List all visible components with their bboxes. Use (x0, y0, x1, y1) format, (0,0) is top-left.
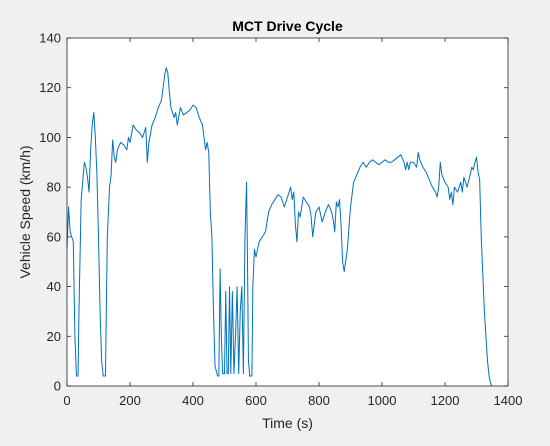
y-tick-label: 60 (47, 229, 61, 244)
y-tick-label: 40 (47, 279, 61, 294)
y-tick-label: 20 (47, 329, 61, 344)
x-tick-label: 0 (63, 393, 70, 408)
y-tick-label: 120 (39, 80, 61, 95)
axes-frame (66, 37, 509, 387)
x-tick-label: 800 (308, 393, 330, 408)
y-tick-label: 0 (54, 379, 61, 394)
y-axis-label: Vehicle Speed (km/h) (17, 145, 33, 278)
axes-background (67, 38, 508, 386)
x-tick-label: 1400 (494, 393, 523, 408)
tick-layer: 0 200 400 600 800 1000 1200 1400 0 20 40 60 80 100 120… (39, 31, 522, 409)
x-tick-label: 600 (245, 393, 267, 408)
y-tick-label: 140 (39, 31, 61, 46)
x-tick-label: 1200 (431, 393, 460, 408)
x-tick-label: 400 (182, 393, 204, 408)
vehicle-speed-line (66, 67, 493, 387)
y-tick-label: 80 (47, 180, 61, 195)
x-tick-label: 200 (119, 393, 141, 408)
chart-title: MCT Drive Cycle (232, 18, 343, 34)
x-axis-label: Time (s) (262, 415, 313, 431)
x-tick-label: 1000 (368, 393, 397, 408)
y-tick-label: 100 (39, 130, 61, 145)
